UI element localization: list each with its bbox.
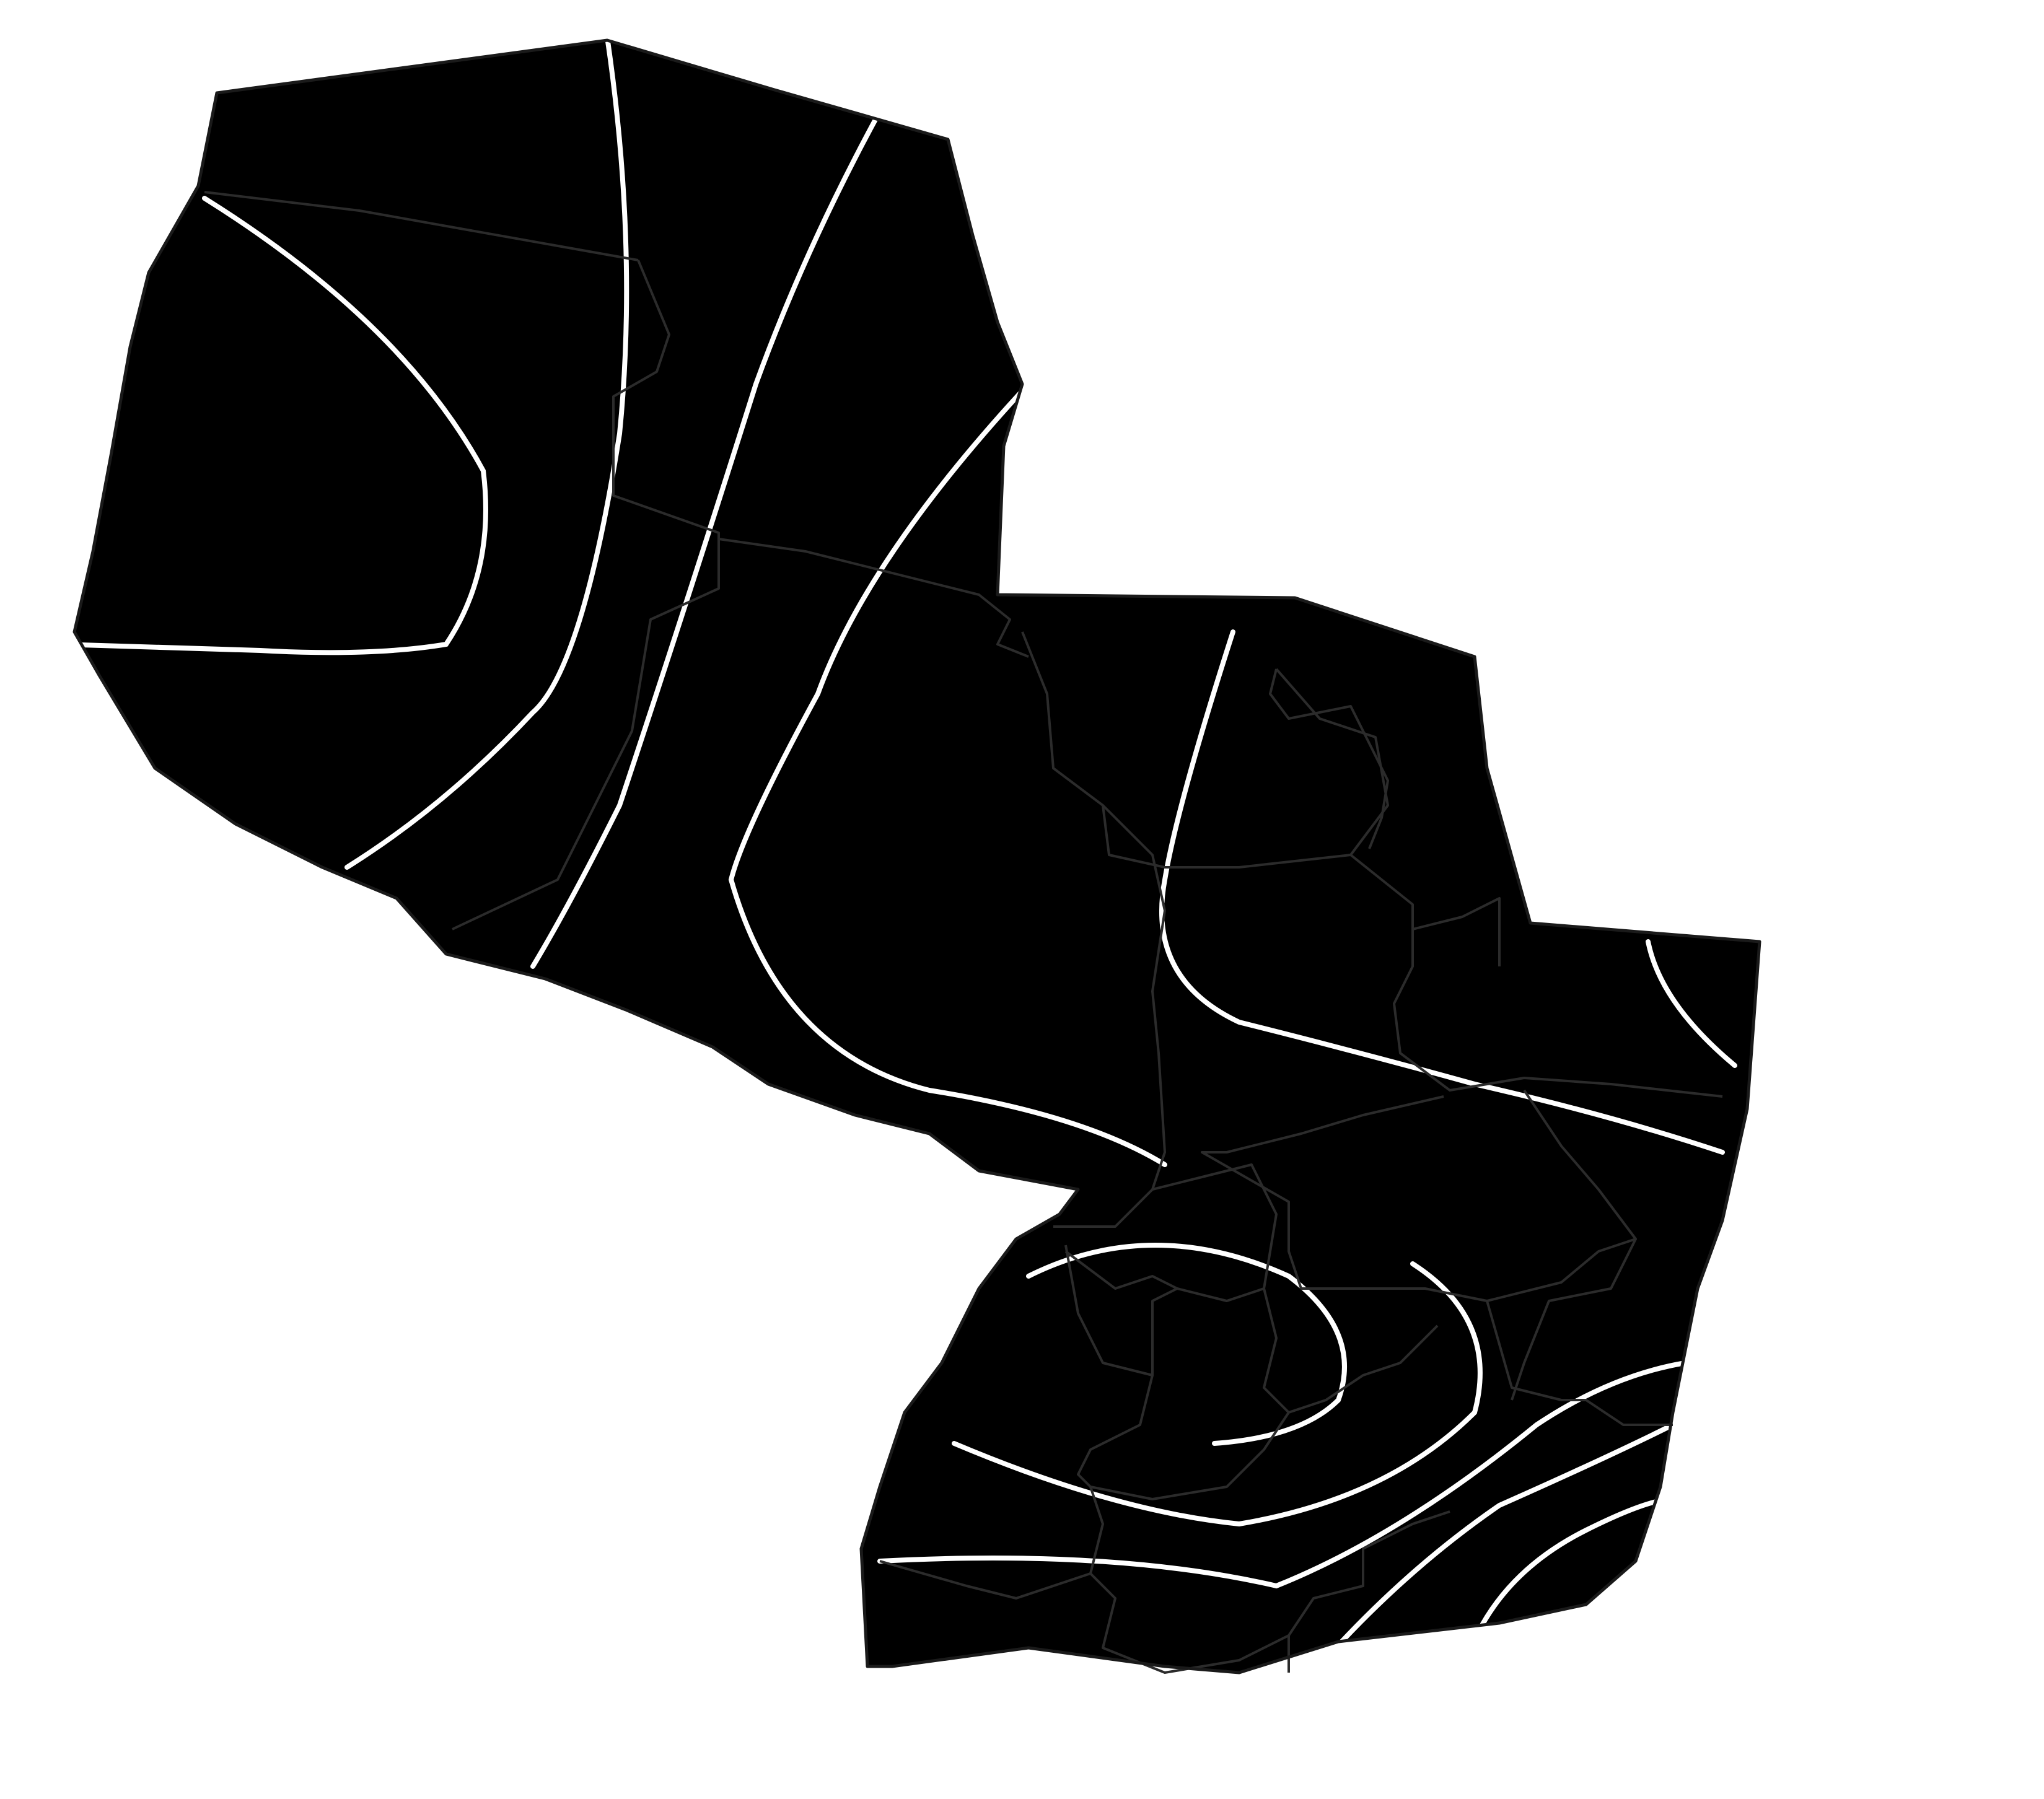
boundary-neembucu <box>879 1560 1091 1600</box>
boundary-amambay <box>1269 668 1389 849</box>
country-border <box>72 38 1761 1674</box>
zone-1600-1800-north <box>1146 595 1760 1090</box>
isoline-1200 <box>530 109 882 969</box>
isoline-1600-south <box>877 1360 1688 1589</box>
boundary-san-pedro <box>1349 854 1723 1098</box>
boundary-canindeyu <box>1412 897 1501 966</box>
zone-1600-1800-south <box>805 1301 1760 1673</box>
isoline-800 <box>74 196 488 655</box>
boundary-cordillera <box>1064 1163 1278 1302</box>
boundary-alto-parana <box>1511 1238 1637 1401</box>
boundary-guaira <box>1263 1288 1290 1414</box>
isolines <box>74 40 1737 1673</box>
boundary-central <box>1064 1245 1178 1377</box>
isoline-1800 <box>1646 939 1737 1068</box>
boundary-caaguazu <box>1201 1089 1637 1302</box>
isoline-1400-center <box>952 1261 1483 1527</box>
department-boundaries <box>204 191 1723 1674</box>
isoline-1800-south <box>1311 1422 1675 1673</box>
boundary-alto-paraguay-south <box>718 538 1029 658</box>
isoline-1600 <box>1159 629 1725 1155</box>
boundary-alto-paraguay-west <box>452 260 720 930</box>
boundary-hayes-east <box>1053 804 1166 1228</box>
zone-1600-1800-sw <box>805 1561 1326 1673</box>
boundary-boqueron-north <box>204 191 639 261</box>
boundary-caazapa <box>1486 1300 1673 1426</box>
isoline-2000-south <box>1466 1497 1675 1657</box>
isoline-1000 <box>344 40 629 870</box>
boundary-paraguari <box>1077 1324 1439 1500</box>
zone-1000-1200-center <box>1029 1214 1351 1443</box>
boundary-concepcion <box>1021 631 1389 869</box>
isoline-1200-center <box>1026 1243 1347 1446</box>
isoline-1400 <box>728 382 1167 1167</box>
